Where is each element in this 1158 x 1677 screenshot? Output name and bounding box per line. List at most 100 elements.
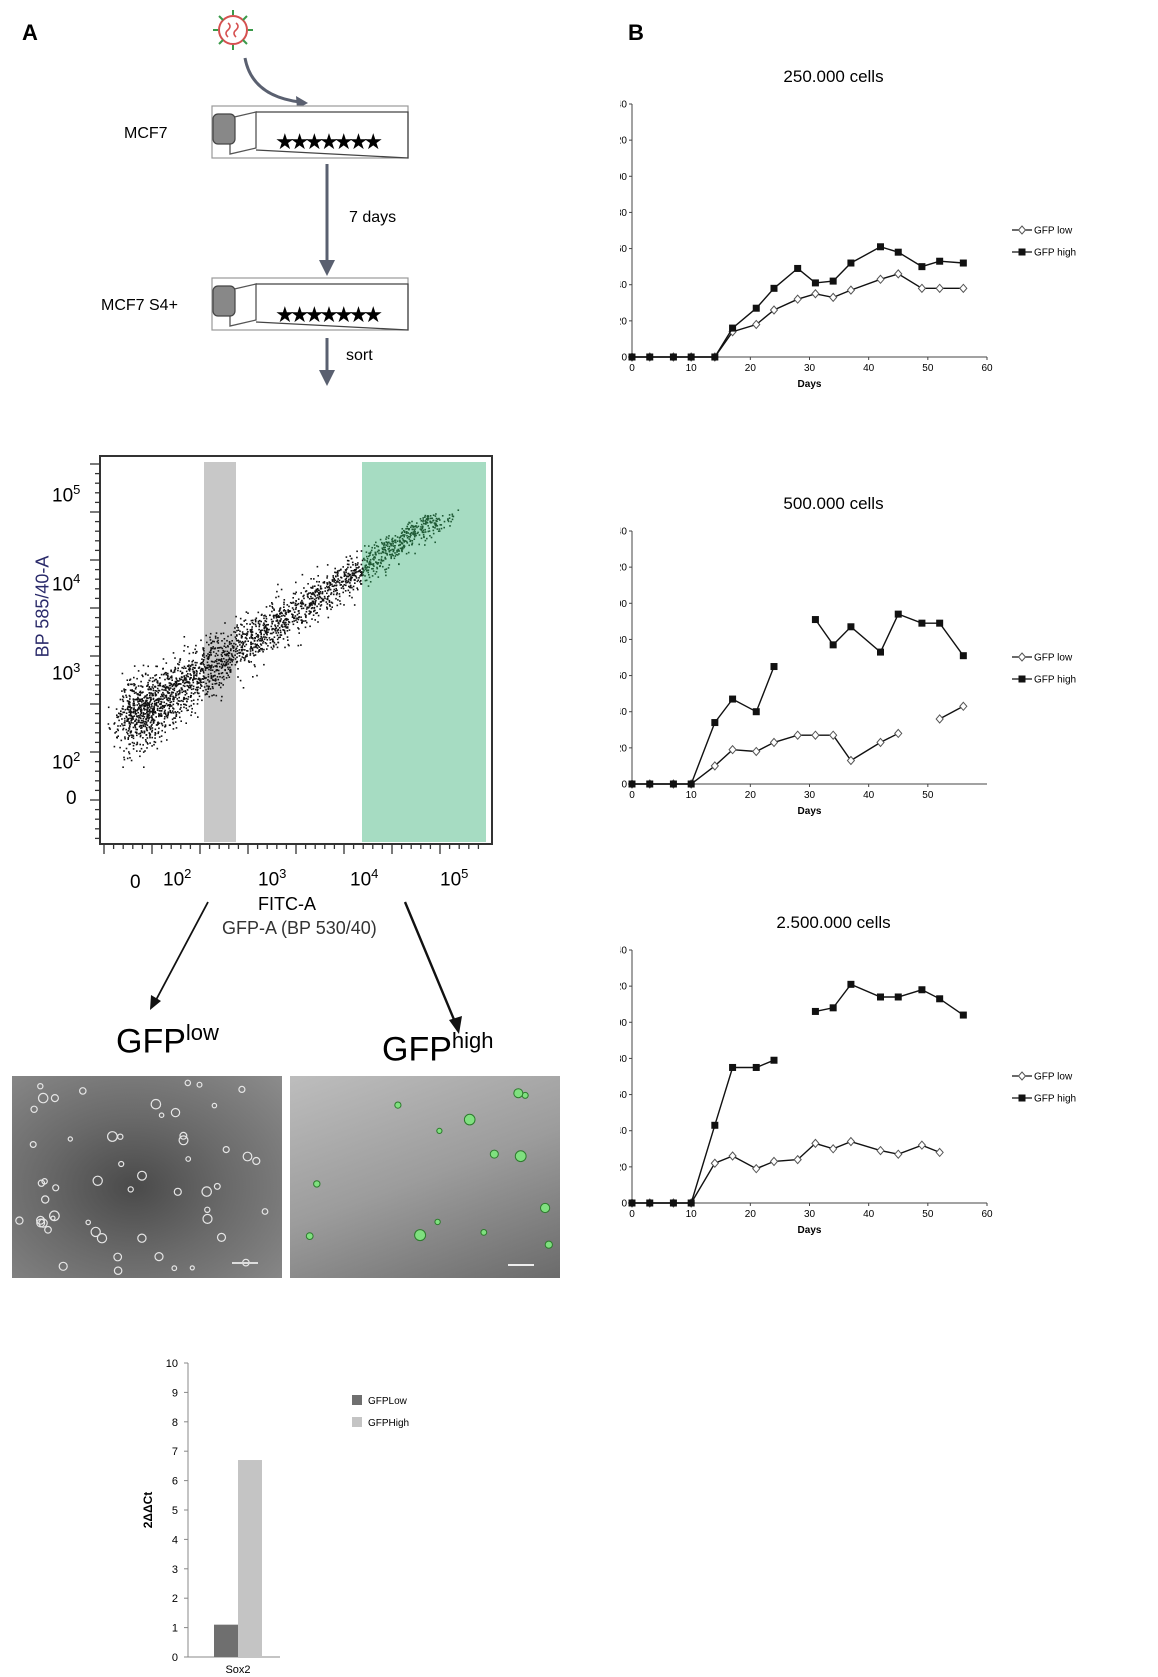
y-tick-label: 100: [620, 599, 627, 610]
y-tick-label: 80: [620, 208, 627, 219]
cell: [178, 1135, 189, 1146]
bar-y-tick: 4: [172, 1534, 178, 1546]
flow-x-label: FITC-A: [258, 894, 316, 914]
flow-y-tick-3: 102: [52, 749, 81, 774]
bar-gfphigh: [238, 1460, 262, 1657]
legend-label: GFP low: [1034, 653, 1073, 664]
bar-y-label: 2ΔΔCt: [141, 1492, 155, 1529]
data-point: [936, 257, 944, 265]
cell: [170, 1107, 181, 1118]
x-tick-label: 20: [745, 790, 757, 801]
bar-y-tick: 6: [172, 1476, 178, 1488]
data-point: [894, 610, 902, 618]
data-point: [811, 279, 819, 287]
cell: [184, 1079, 192, 1087]
bar-y-tick: 10: [166, 1358, 178, 1370]
cell: [36, 1215, 46, 1225]
data-point: [811, 1007, 819, 1015]
y-tick-label: 0: [621, 1199, 627, 1210]
gfp-cell: [540, 1202, 551, 1214]
gfp-cell: [313, 1180, 321, 1188]
panel-label-b: B: [628, 20, 644, 45]
flow-y-tick-1: 104: [52, 571, 81, 596]
flow-x-tick-0: 0: [130, 872, 141, 893]
data-point: [728, 744, 737, 755]
data-point: [847, 980, 855, 988]
y-tick-label: 40: [620, 280, 627, 291]
data-point: [935, 714, 944, 724]
cell: [252, 1156, 261, 1166]
cell: [49, 1210, 60, 1222]
y-tick-label: 140: [620, 946, 627, 957]
cell: [261, 1208, 269, 1215]
sox2-bar-chart: 0 1 2 3 4 5 6 7 8 9 10 Sox2 2ΔΔCt GFPLow GFPHigh: [141, 1358, 409, 1675]
bar-y-tick: 7: [172, 1446, 178, 1458]
data-point: [687, 1199, 695, 1207]
cell: [238, 1085, 246, 1093]
cell: [154, 1252, 164, 1262]
y-tick-label: 140: [620, 527, 627, 538]
legend-label: GFP high: [1034, 675, 1076, 686]
data-point: [793, 294, 802, 304]
data-point: [935, 1147, 944, 1158]
cell: [90, 1226, 101, 1238]
data-point: [752, 304, 760, 312]
y-tick-label: 60: [620, 671, 627, 682]
cell: [92, 1175, 103, 1187]
data-point: [711, 353, 719, 361]
data-point: [770, 284, 778, 292]
data-point: [829, 730, 838, 740]
cell: [37, 1179, 46, 1187]
legend-label: GFP high: [1034, 248, 1076, 259]
label-mcf7: MCF7: [124, 125, 168, 142]
cell: [158, 1112, 165, 1119]
data-point: [769, 737, 779, 748]
x-tick-label: 60: [981, 1209, 993, 1220]
y-tick-label: 60: [620, 1090, 627, 1101]
data-point: [752, 1163, 761, 1174]
growth-chart-500000: 500.000 cells 0 20 40 60 80 100 120 140 0 10 20 30 40…: [620, 494, 1076, 817]
cell: [216, 1232, 227, 1242]
data-point: [829, 641, 837, 649]
data-point: [669, 353, 677, 361]
data-point: [918, 263, 926, 271]
y-tick-label: 80: [620, 635, 627, 646]
cell: [79, 1087, 87, 1095]
cell: [118, 1160, 125, 1168]
bar-y-tick: 1: [172, 1623, 178, 1635]
y-tick-label: 120: [620, 563, 627, 574]
gfp-cell: [544, 1240, 553, 1249]
label-sort: sort: [346, 347, 373, 364]
data-point: [846, 755, 856, 766]
data-point: [669, 780, 677, 788]
data-point: [710, 761, 719, 771]
flask-mcf7-s4: ★★★★★★★: [211, 277, 409, 331]
data-point: [917, 1140, 927, 1150]
gfp-cell: [414, 1229, 427, 1242]
data-point: [894, 728, 903, 739]
cell: [179, 1131, 188, 1140]
legend-marker: [1018, 248, 1026, 256]
data-point: [876, 274, 885, 285]
y-tick-label: 100: [620, 172, 627, 183]
series-line-gfp-high: [632, 666, 775, 785]
chart-title: 500.000 cells: [783, 494, 883, 513]
data-point: [877, 648, 884, 656]
bar-y-tick: 0: [172, 1652, 178, 1664]
x-axis-label: Days: [798, 379, 822, 390]
data-point: [646, 353, 654, 361]
cell: [37, 1082, 44, 1090]
data-point: [959, 652, 967, 660]
data-point: [729, 695, 737, 703]
cell: [50, 1215, 56, 1221]
data-point: [959, 1011, 967, 1019]
data-point: [959, 259, 967, 267]
bar-x-tick: Sox2: [225, 1664, 250, 1675]
x-tick-label: 10: [686, 1209, 698, 1220]
cell: [96, 1232, 108, 1244]
x-tick-label: 50: [922, 1209, 934, 1220]
cell: [202, 1213, 213, 1224]
scale-bar-low: [232, 1262, 258, 1264]
y-tick-label: 20: [620, 1162, 627, 1173]
data-point: [829, 277, 837, 285]
